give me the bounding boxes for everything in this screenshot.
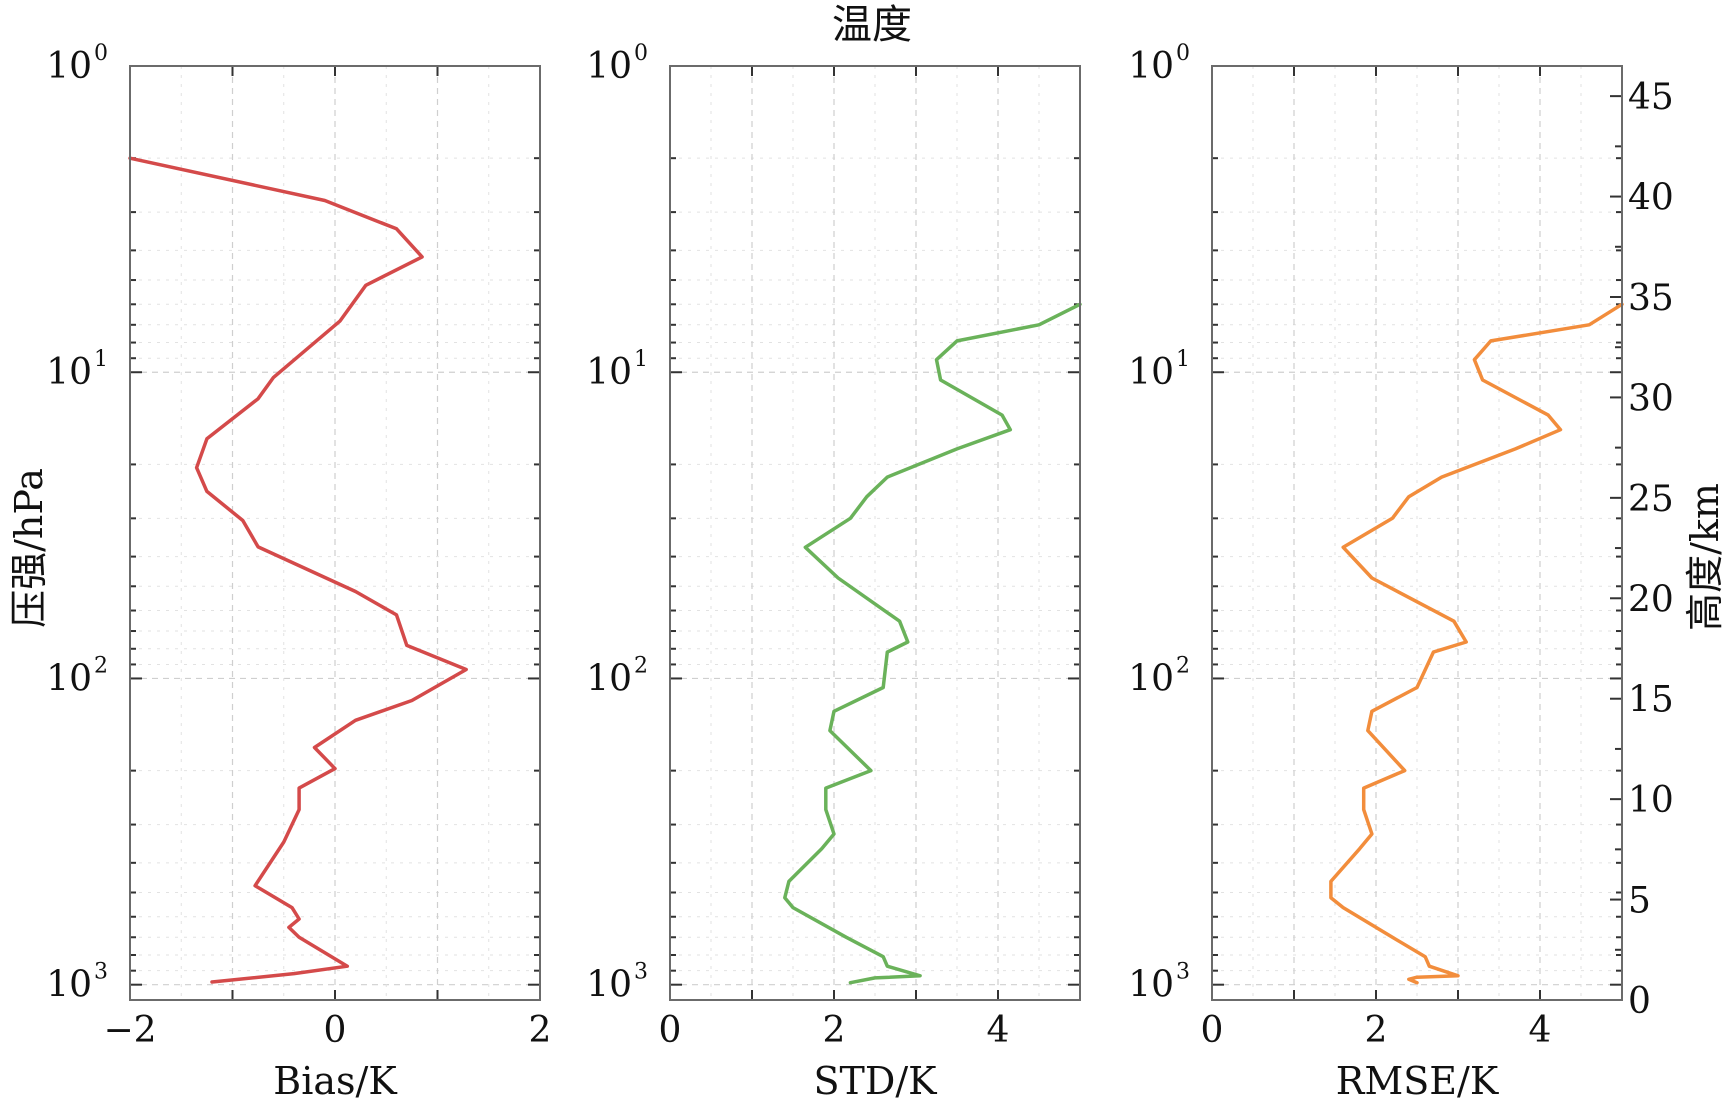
x-tick-label: 2 [529, 1010, 552, 1051]
altitude-tick-label: 10 [1628, 780, 1674, 821]
y-tick-label: 10 [1128, 46, 1174, 87]
y-tick-exponent: 3 [1176, 960, 1190, 985]
y-right-axis-title: 高度/km [1683, 483, 1727, 631]
chart-title: 温度 [832, 2, 912, 48]
y-tick-exponent: 2 [94, 653, 108, 678]
y-left-axis-title: 压强/hPa [7, 468, 51, 628]
plot-frame [669, 65, 1081, 1001]
altitude-tick-label: 25 [1628, 479, 1674, 520]
altitude-tick-label: 5 [1628, 881, 1651, 922]
y-tick-label: 10 [586, 965, 632, 1006]
y-tick-exponent: 0 [94, 41, 108, 66]
series-line-3 [1329, 302, 1624, 985]
x-tick-label: 0 [324, 1010, 347, 1051]
y-tick-exponent: 0 [634, 41, 648, 66]
y-tick-label: 10 [46, 965, 92, 1006]
altitude-tick-label: 40 [1628, 178, 1674, 219]
altitude-tick-label: 0 [1628, 981, 1651, 1022]
y-tick-label: 10 [1128, 658, 1174, 699]
y-tick-label: 10 [586, 352, 632, 393]
y-tick-exponent: 2 [634, 653, 648, 678]
y-tick-exponent: 1 [94, 347, 108, 372]
y-tick-label: 10 [46, 352, 92, 393]
x-axis-title: RMSE/K [1336, 1059, 1499, 1100]
altitude-tick-label: 35 [1628, 278, 1674, 319]
x-tick-label: 0 [1201, 1010, 1224, 1051]
x-axis-title: STD/K [813, 1059, 937, 1100]
x-tick-label: 2 [823, 1010, 846, 1051]
y-tick-exponent: 1 [1176, 347, 1190, 372]
altitude-tick-label: 20 [1628, 579, 1674, 620]
y-tick-label: 10 [586, 46, 632, 87]
x-tick-label: −2 [103, 1010, 156, 1051]
y-tick-label: 10 [1128, 965, 1174, 1006]
y-tick-label: 10 [46, 658, 92, 699]
plot-frame [129, 65, 541, 1001]
series-line-2 [783, 302, 1082, 985]
y-tick-label: 10 [586, 658, 632, 699]
x-tick-label: 4 [987, 1010, 1010, 1051]
x-tick-label: 0 [659, 1010, 682, 1051]
y-tick-label: 10 [1128, 352, 1174, 393]
x-axis-title: Bias/K [273, 1059, 397, 1100]
plot-frame [1211, 65, 1623, 1001]
series-line-1 [128, 156, 468, 984]
altitude-tick-label: 30 [1628, 378, 1674, 419]
y-tick-exponent: 3 [94, 960, 108, 985]
x-tick-label: 2 [1365, 1010, 1388, 1051]
x-tick-label: 4 [1529, 1010, 1552, 1051]
y-tick-exponent: 3 [634, 960, 648, 985]
y-tick-exponent: 2 [1176, 653, 1190, 678]
altitude-tick-label: 15 [1628, 680, 1674, 721]
y-tick-exponent: 0 [1176, 41, 1190, 66]
y-tick-label: 10 [46, 46, 92, 87]
y-tick-exponent: 1 [634, 347, 648, 372]
altitude-tick-label: 45 [1628, 77, 1674, 118]
